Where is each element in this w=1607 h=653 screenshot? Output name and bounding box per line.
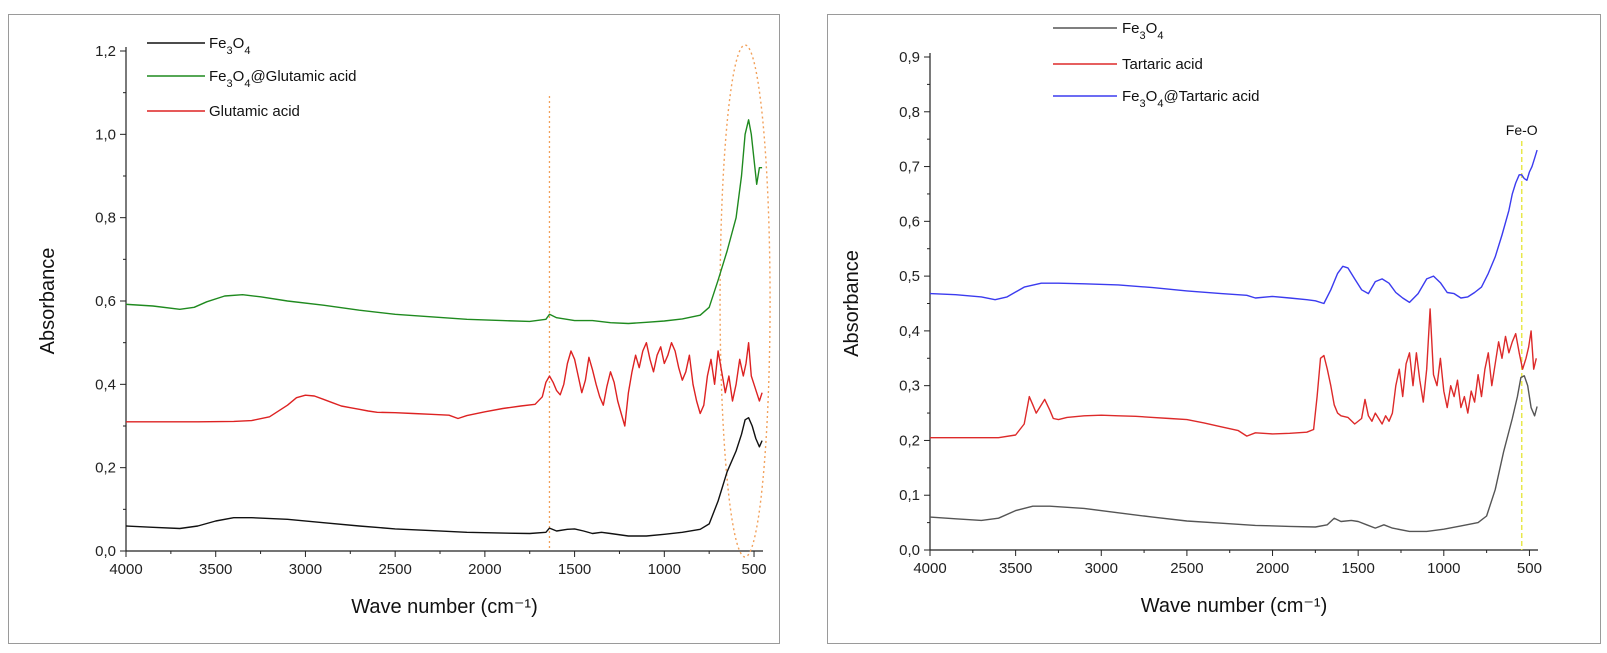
legend-text-part: Fe bbox=[209, 35, 227, 52]
legend-text-part: Tartaric acid bbox=[1122, 56, 1203, 73]
legend-text-part: @Glutamic acid bbox=[250, 68, 356, 85]
fe-o-label: Fe-O bbox=[1506, 122, 1538, 138]
series-line-3 bbox=[126, 342, 763, 427]
legend-text-part: O bbox=[1146, 20, 1158, 37]
x-tick-label: 1000 bbox=[648, 561, 681, 578]
x-tick-label: 1500 bbox=[1341, 560, 1374, 577]
x-axis-title: Wave number (cm⁻¹) bbox=[351, 596, 538, 618]
legend-label-1: Fe3O4 bbox=[209, 35, 250, 57]
legend-text-part: O bbox=[233, 68, 245, 85]
y-tick-label: 0,2 bbox=[95, 460, 116, 477]
legend-text-part: 3 bbox=[1140, 98, 1146, 110]
y-tick-label: 1,0 bbox=[95, 126, 116, 143]
x-tick-label: 3500 bbox=[199, 561, 232, 578]
y-tick-label: 0,8 bbox=[95, 210, 116, 227]
right-chart-panel: 4000 3500 3000 2500 2000 1500 1000 500 0,0 0,1 0,2… bbox=[827, 14, 1601, 644]
y-tick-label: 0,0 bbox=[95, 543, 116, 560]
left-chart: 4000 3500 3000 2500 2000 1500 1000 500 0,0 0,2 0,4… bbox=[37, 35, 771, 618]
legend-text-part: 4 bbox=[244, 45, 250, 57]
series-line-3 bbox=[929, 149, 1538, 305]
legend-text-part: 3 bbox=[227, 78, 233, 90]
legend-text-part: Fe bbox=[209, 68, 227, 85]
legend-text-part: 3 bbox=[1140, 30, 1146, 42]
legend-label-1: Fe3O4 bbox=[1122, 20, 1163, 42]
y-tick-label: 0,7 bbox=[899, 159, 920, 176]
y-tick-label: 0,9 bbox=[899, 49, 920, 66]
x-tick-label: 2000 bbox=[468, 561, 501, 578]
y-axis-title: Absorbance bbox=[37, 248, 59, 355]
legend-text-part: O bbox=[233, 35, 245, 52]
legend-label-2: Fe3O4@Glutamic acid bbox=[209, 68, 357, 90]
legend-text-part: 4 bbox=[1157, 30, 1163, 42]
y-axis-title: Absorbance bbox=[841, 250, 863, 357]
right-chart: 4000 3500 3000 2500 2000 1500 1000 500 0,0 0,1 0,2… bbox=[841, 20, 1542, 617]
x-tick-label: 4000 bbox=[913, 560, 946, 577]
legend-text-part: Fe bbox=[1122, 20, 1140, 37]
x-tick-label: 1000 bbox=[1427, 560, 1460, 577]
x-tick-label: 2000 bbox=[1256, 560, 1289, 577]
legend-text-part: 3 bbox=[227, 45, 233, 57]
legend-text-part: @Tartaric acid bbox=[1163, 88, 1259, 105]
series-line-2 bbox=[930, 308, 1537, 439]
y-tick-label: 1,2 bbox=[95, 43, 116, 60]
legend-label-3: Fe3O4@Tartaric acid bbox=[1122, 88, 1260, 110]
y-tick-label: 0,1 bbox=[899, 487, 920, 504]
y-tick-label: 0,2 bbox=[899, 432, 920, 449]
left-chart-panel: 4000 3500 3000 2500 2000 1500 1000 500 0,0 0,2 0,4… bbox=[8, 14, 780, 644]
x-tick-label: 3000 bbox=[289, 561, 322, 578]
x-tick-label: 2500 bbox=[1170, 560, 1203, 577]
y-tick-label: 0,8 bbox=[899, 104, 920, 121]
x-tick-label: 4000 bbox=[109, 561, 142, 578]
legend-text-part: 4 bbox=[1157, 98, 1163, 110]
x-tick-label: 500 bbox=[742, 561, 767, 578]
series-line-1 bbox=[125, 417, 763, 537]
y-tick-label: 0,6 bbox=[95, 293, 116, 310]
legend-text-part: 4 bbox=[244, 78, 250, 90]
y-tick-label: 0,0 bbox=[899, 542, 920, 559]
y-tick-label: 0,4 bbox=[95, 376, 116, 393]
legend-label-2: Tartaric acid bbox=[1122, 56, 1203, 73]
x-tick-label: 500 bbox=[1517, 560, 1542, 577]
y-tick-label: 0,5 bbox=[899, 268, 920, 285]
x-tick-label: 1500 bbox=[558, 561, 591, 578]
y-tick-label: 0,3 bbox=[899, 378, 920, 395]
legend-text-part: Glutamic acid bbox=[209, 103, 300, 120]
legend-label-3: Glutamic acid bbox=[209, 103, 300, 120]
x-tick-label: 3500 bbox=[999, 560, 1032, 577]
marker-dotted-ellipse bbox=[719, 44, 771, 558]
series-line-2 bbox=[125, 119, 763, 325]
x-axis-title: Wave number (cm⁻¹) bbox=[1141, 595, 1328, 617]
series-line-1 bbox=[929, 375, 1538, 533]
legend-text-part: Fe bbox=[1122, 88, 1140, 105]
y-tick-label: 0,6 bbox=[899, 213, 920, 230]
x-tick-label: 2500 bbox=[378, 561, 411, 578]
legend-text-part: O bbox=[1146, 88, 1158, 105]
y-tick-label: 0,4 bbox=[899, 323, 920, 340]
x-tick-label: 3000 bbox=[1085, 560, 1118, 577]
